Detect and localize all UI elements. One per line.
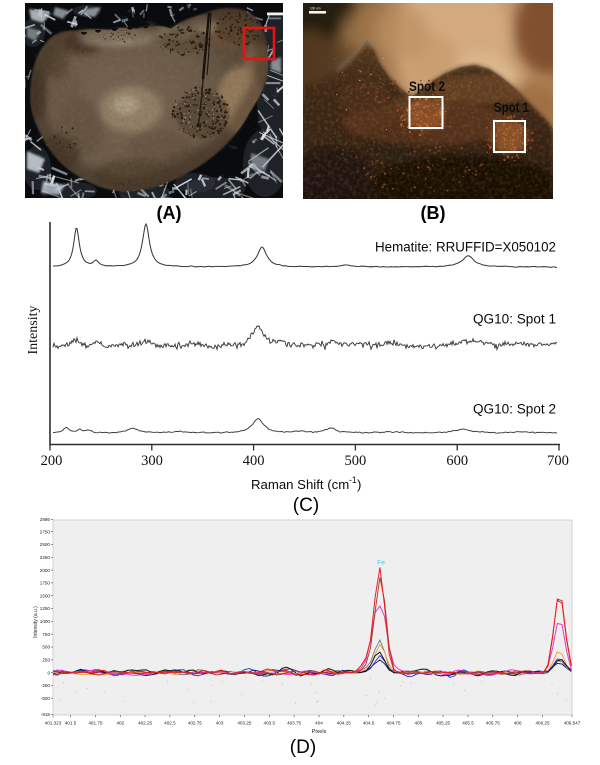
svg-text:300: 300 [141,453,163,469]
svg-text:QG10: Spot 2: QG10: Spot 2 [473,402,556,417]
svg-text:200: 200 [41,453,63,469]
svg-text:402: 402 [116,721,124,726]
svg-text:): ) [357,477,361,492]
svg-text:Intensity: Intensity [26,306,41,355]
svg-text:-818: -818 [41,712,51,717]
svg-text:0: 0 [47,670,50,675]
svg-text:Spot 1: Spot 1 [494,99,529,115]
svg-text:405: 405 [414,721,422,726]
svg-text:Hematite: RRUFFID=X050102: Hematite: RRUFFID=X050102 [375,240,556,255]
svg-text:404.5: 404.5 [363,721,375,726]
svg-text:600: 600 [446,453,468,469]
svg-text:405.75: 405.75 [486,721,500,726]
svg-text:500: 500 [42,645,50,650]
svg-text:500: 500 [345,453,367,469]
svg-text:100 um: 100 um [310,7,321,11]
svg-text:2750: 2750 [40,529,51,534]
svg-text:401.75: 401.75 [88,721,102,726]
svg-text:400: 400 [243,453,265,469]
svg-text:404: 404 [315,721,323,726]
svg-text:404.75: 404.75 [386,721,400,726]
svg-text:250: 250 [42,658,50,663]
svg-text:-500: -500 [41,696,51,701]
svg-text:Fe: Fe [377,560,385,567]
svg-text:401.323: 401.323 [45,721,62,726]
svg-text:405.5: 405.5 [462,721,474,726]
svg-text:2986: 2986 [40,517,51,522]
svg-text:Raman Shift (cm: Raman Shift (cm [251,477,349,492]
svg-text:2500: 2500 [40,542,51,547]
svg-text:406: 406 [514,721,522,726]
svg-text:401.5: 401.5 [65,721,77,726]
svg-text:1500: 1500 [40,593,51,598]
svg-text:Intensity (a.u.): Intensity (a.u.) [33,606,39,638]
svg-text:403.75: 403.75 [287,721,301,726]
svg-text:403.25: 403.25 [237,721,251,726]
svg-text:1750: 1750 [40,581,51,586]
svg-text:Spot 2: Spot 2 [409,78,445,94]
svg-text:700: 700 [547,453,569,469]
svg-text:1250: 1250 [40,606,51,611]
svg-text:406.547: 406.547 [564,721,581,726]
svg-text:-250: -250 [41,683,51,688]
svg-text:403.5: 403.5 [264,721,276,726]
svg-text:405.25: 405.25 [436,721,450,726]
svg-text:402.75: 402.75 [188,721,202,726]
svg-text:Pixels: Pixels [312,729,327,735]
svg-text:2250: 2250 [40,555,51,560]
svg-text:1000: 1000 [40,619,51,624]
svg-text:404.25: 404.25 [337,721,351,726]
svg-text:2000: 2000 [40,568,51,573]
svg-text:750: 750 [42,632,50,637]
svg-text:406.25: 406.25 [535,721,549,726]
svg-text:403: 403 [216,721,224,726]
svg-text:QG10: Spot 1: QG10: Spot 1 [473,312,556,327]
svg-text:402.25: 402.25 [138,721,152,726]
svg-text:402.5: 402.5 [164,721,176,726]
svg-text:-1: -1 [349,475,357,485]
